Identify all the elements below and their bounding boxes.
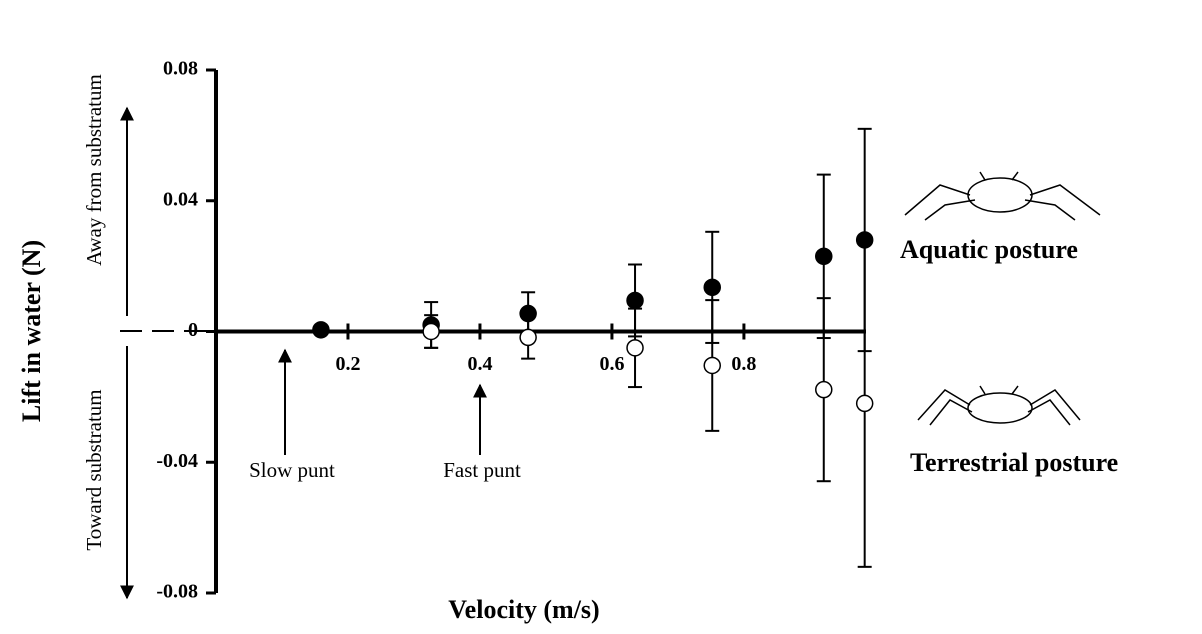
y-tick-label: 0.08 [163, 58, 198, 80]
point [312, 321, 330, 339]
x-tick-label: 0.8 [731, 353, 756, 375]
point [855, 394, 874, 413]
y-tick-label: 0 [188, 319, 198, 341]
y-axis-label: Lift in water (N) [17, 240, 46, 422]
y-tick-label: 0.04 [163, 188, 198, 210]
x-tick-label: 0.4 [467, 353, 492, 375]
point [519, 328, 537, 347]
x-tick-label: 0.6 [599, 353, 624, 375]
point [422, 322, 440, 341]
crab-icon [917, 385, 1081, 426]
y-tick-label: -0.04 [156, 450, 198, 472]
y-tick-label: -0.08 [156, 581, 198, 603]
legend-label: Terrestrial posture [910, 448, 1118, 477]
annotation: Away from substratum [82, 74, 106, 266]
annotation: Toward substratum [82, 389, 106, 550]
annotation: Slow punt [249, 458, 335, 482]
point [815, 380, 833, 399]
point [626, 291, 644, 310]
annotation: Fast punt [443, 458, 521, 482]
legend-label: Aquatic posture [900, 235, 1078, 264]
point [815, 247, 833, 266]
point [626, 339, 644, 357]
point [703, 356, 721, 375]
point [703, 278, 721, 297]
x-axis-label: Velocity (m/s) [448, 595, 599, 624]
x-tick-label: 0.2 [335, 353, 360, 375]
crab-icon [904, 171, 1101, 221]
